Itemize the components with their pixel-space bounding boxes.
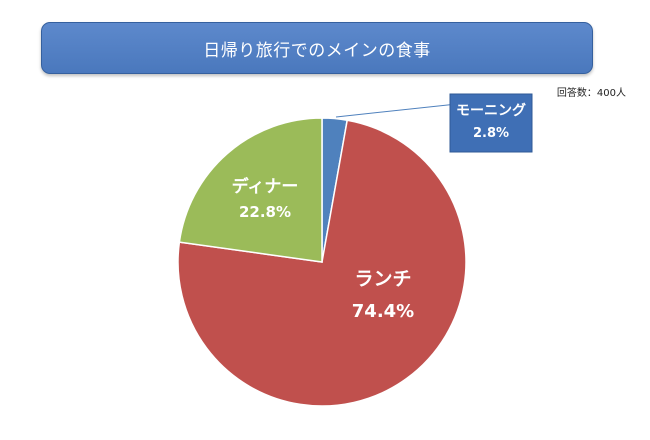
slice-value-dinner: 22.8% bbox=[239, 203, 291, 221]
pie-slice-lunch bbox=[177, 119, 467, 407]
respondent-count: 回答数：400人 bbox=[556, 88, 626, 99]
slice-label-dinner: ディナー bbox=[232, 176, 299, 197]
slice-value-morning: 2.8% bbox=[473, 126, 509, 141]
slice-label-morning: モーニング bbox=[456, 102, 526, 119]
slice-label-lunch: ランチ bbox=[354, 268, 411, 290]
morning-leader-line bbox=[335, 103, 458, 118]
morning-callout-box bbox=[449, 93, 533, 153]
slice-value-lunch: 74.4% bbox=[352, 301, 414, 322]
pie-slices bbox=[177, 117, 467, 407]
pie-slice-dinner bbox=[178, 117, 323, 263]
chart-title: 日帰り旅行でのメインの食事 bbox=[41, 22, 593, 74]
